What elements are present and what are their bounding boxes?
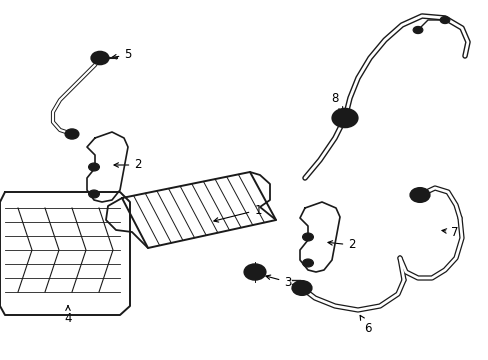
Text: 7: 7 [441,225,458,239]
Circle shape [292,281,311,295]
Text: 1: 1 [213,203,261,222]
Circle shape [88,190,99,198]
Circle shape [302,259,313,267]
Text: 4: 4 [64,306,72,324]
Circle shape [332,109,357,127]
Circle shape [65,129,79,139]
Circle shape [439,17,449,24]
Circle shape [248,267,261,277]
Circle shape [88,163,99,171]
Circle shape [302,233,313,241]
Text: 2: 2 [114,158,142,171]
Text: 5: 5 [112,49,131,62]
Circle shape [91,51,108,64]
Text: 8: 8 [331,91,342,112]
Circle shape [412,26,422,33]
Circle shape [409,188,429,202]
Circle shape [244,264,265,280]
Text: 2: 2 [327,239,355,252]
Text: 3: 3 [265,275,291,288]
Text: 6: 6 [359,315,371,334]
